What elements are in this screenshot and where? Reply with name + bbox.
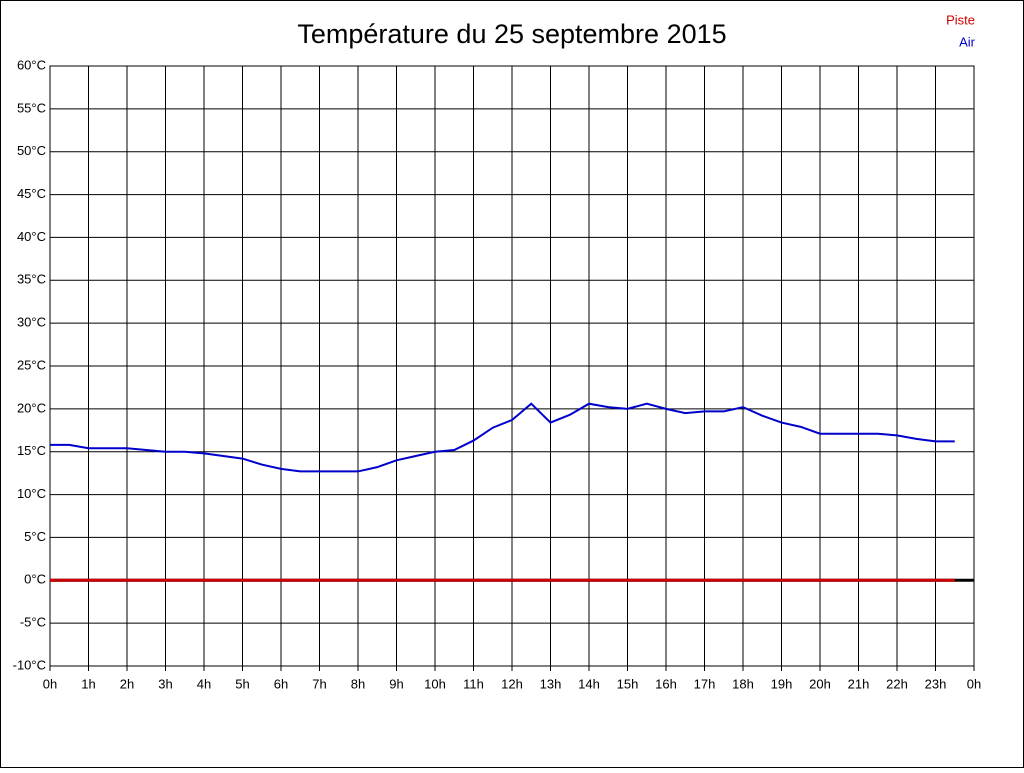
x-tick-label: 15h bbox=[617, 676, 639, 691]
y-tick-label: 5°C bbox=[24, 529, 46, 544]
chart-title: Température du 25 septembre 2015 bbox=[297, 19, 726, 49]
x-tick-label: 13h bbox=[540, 676, 562, 691]
y-tick-label: 40°C bbox=[17, 229, 46, 244]
x-tick-label: 0h bbox=[967, 676, 981, 691]
y-tick-label: 20°C bbox=[17, 400, 46, 415]
x-tick-label: 6h bbox=[274, 676, 288, 691]
y-tick-label: 55°C bbox=[17, 100, 46, 115]
x-tick-label: 22h bbox=[886, 676, 908, 691]
x-tick-label: 3h bbox=[158, 676, 172, 691]
y-tick-label: -5°C bbox=[20, 615, 46, 630]
x-tick-label: 19h bbox=[771, 676, 793, 691]
x-tick-label: 10h bbox=[424, 676, 446, 691]
x-tick-label: 18h bbox=[732, 676, 754, 691]
x-tick-label: 2h bbox=[120, 676, 134, 691]
x-tick-label: 23h bbox=[925, 676, 947, 691]
y-tick-label: 15°C bbox=[17, 443, 46, 458]
x-tick-label: 16h bbox=[655, 676, 677, 691]
x-tick-label: 7h bbox=[312, 676, 326, 691]
y-tick-label: 60°C bbox=[17, 57, 46, 72]
x-tick-label: 12h bbox=[501, 676, 523, 691]
y-tick-label: 35°C bbox=[17, 272, 46, 287]
y-tick-label: 0°C bbox=[24, 572, 46, 587]
x-tick-label: 8h bbox=[351, 676, 365, 691]
y-tick-label: 50°C bbox=[17, 143, 46, 158]
x-tick-label: 21h bbox=[848, 676, 870, 691]
x-tick-label: 11h bbox=[463, 676, 484, 691]
x-tick-label: 4h bbox=[197, 676, 211, 691]
x-tick-label: 0h bbox=[43, 676, 57, 691]
data-line bbox=[50, 402, 955, 473]
legend-label: Air bbox=[959, 34, 976, 49]
x-tick-label: 5h bbox=[235, 676, 249, 691]
x-tick-label: 14h bbox=[578, 676, 600, 691]
legend-label: Piste bbox=[946, 12, 975, 27]
y-tick-label: 30°C bbox=[17, 315, 46, 330]
x-tick-label: 9h bbox=[389, 676, 403, 691]
y-tick-label: 45°C bbox=[17, 186, 46, 201]
x-tick-label: 1h bbox=[81, 676, 95, 691]
x-tick-label: 20h bbox=[809, 676, 831, 691]
x-tick-label: 17h bbox=[694, 676, 716, 691]
y-tick-label: -10°C bbox=[13, 657, 46, 672]
y-tick-label: 25°C bbox=[17, 357, 46, 372]
y-tick-label: 10°C bbox=[17, 486, 46, 501]
